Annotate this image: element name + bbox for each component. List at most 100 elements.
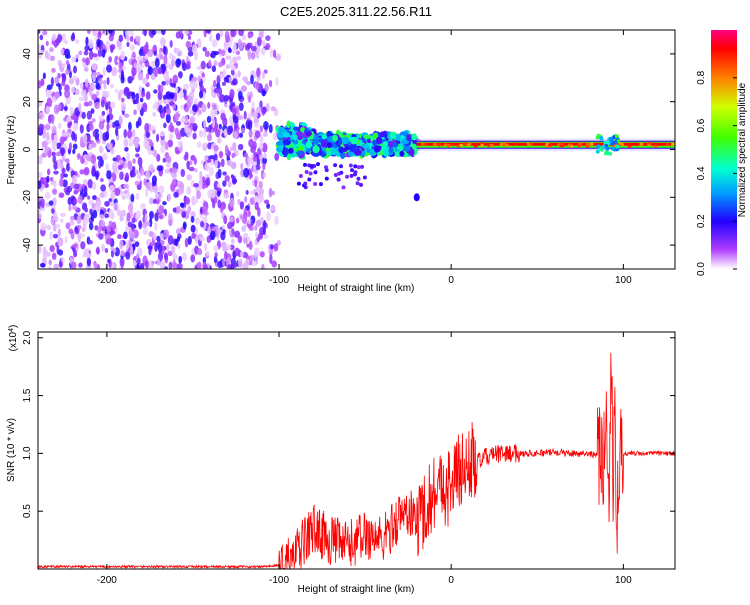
- snr-y-label: SNR (10 * v/v): [6, 418, 17, 482]
- spectrogram-cell: [231, 152, 237, 158]
- spectrogram-cell: [145, 91, 151, 100]
- spectrogram-cell: [450, 143, 455, 147]
- spectrogram-cell: [41, 140, 48, 148]
- spectrogram-cell: [115, 127, 119, 137]
- spectrogram-cell: [311, 151, 320, 157]
- spectrogram-cell: [78, 102, 82, 112]
- spectrogram-cell: [247, 210, 251, 218]
- spectrogram-cell: [620, 143, 625, 147]
- spectrogram-cell: [201, 216, 207, 221]
- spectrogram-cell: [123, 183, 129, 189]
- spectrogram-cell: [52, 188, 58, 195]
- spectrogram-cell: [44, 191, 51, 200]
- spectrogram-cell: [59, 177, 64, 187]
- spectrogram-cell: [595, 149, 600, 154]
- spectrogram-cell: [152, 129, 156, 135]
- spectrogram-cell: [87, 240, 93, 245]
- spectrogram-cell: [65, 222, 71, 230]
- spectrogram-cell: [212, 118, 216, 129]
- spectrogram-cell: [126, 41, 130, 47]
- spectrogram-cell: [221, 81, 226, 86]
- spectrogram-cell: [212, 199, 216, 209]
- spectrogram-cell: [42, 30, 48, 36]
- spectrogram-cell: [39, 34, 44, 41]
- spectrogram-cell: [98, 114, 105, 122]
- spectrogram-cell: [181, 62, 187, 72]
- spectrogram-cell: [390, 132, 396, 140]
- spectrogram-cell: [324, 165, 329, 170]
- spectrogram-cell: [121, 103, 127, 112]
- spectrogram-cell: [209, 33, 213, 43]
- spectrogram-cell: [269, 244, 274, 250]
- spectrogram-cell: [126, 212, 131, 222]
- spectrogram-cell: [124, 172, 130, 183]
- spectrogram-cell: [154, 212, 159, 222]
- spectrogram-cell: [38, 180, 42, 190]
- spectrogram-cell: [151, 60, 156, 68]
- spectrogram-cell: [64, 40, 68, 45]
- spectrogram-cell: [305, 140, 313, 149]
- spectrogram-cell: [118, 159, 124, 165]
- spectrogram-cell: [156, 258, 161, 266]
- spectrogram-cell: [274, 152, 280, 161]
- snr-marks: [38, 352, 675, 569]
- spectrogram-cell: [184, 30, 190, 35]
- spectrogram-cell: [73, 116, 79, 122]
- spectrogram-cell: [256, 81, 260, 90]
- spectrogram-cell: [38, 30, 41, 35]
- spectrogram-cell: [173, 191, 179, 198]
- spectrogram-cell: [123, 128, 128, 139]
- spectrogram-cell: [130, 170, 136, 178]
- spectrogram-cell: [229, 35, 233, 44]
- spectrogram-cell: [187, 46, 193, 52]
- spectrogram-cell: [76, 215, 82, 225]
- spectrogram-cell: [96, 90, 100, 97]
- spectrogram-cell: [120, 249, 125, 257]
- spectrogram-cell: [72, 143, 78, 150]
- spectrogram-cell: [92, 181, 97, 191]
- spectrogram-cell: [199, 84, 205, 92]
- spectrogram-cell: [81, 57, 86, 63]
- spectrogram-cell: [106, 64, 113, 73]
- spectrogram-cell: [197, 248, 203, 256]
- spectrogram-cell: [99, 214, 105, 219]
- spectrogram-cell: [89, 208, 93, 215]
- spectrogram-cell: [129, 35, 134, 42]
- spectrogram-cell: [192, 197, 199, 205]
- spectrogram-cell: [106, 225, 111, 232]
- spectrogram-cell: [52, 197, 57, 207]
- spectrogram-cell: [226, 159, 232, 167]
- spectrogram-cell: [341, 185, 346, 190]
- spectrogram-cell: [104, 247, 109, 254]
- spectrogram-cell: [127, 221, 133, 228]
- colorbar-tick-label: 0.0: [696, 262, 707, 276]
- spectrogram-cell: [176, 236, 181, 242]
- spectrogram-cell: [95, 71, 101, 76]
- spectrogram-cell: [179, 202, 185, 208]
- spectrogram-cell: [147, 66, 154, 76]
- spectrogram-cell: [46, 84, 53, 91]
- spectrogram-cell: [40, 176, 45, 183]
- spectrogram-cell: [152, 111, 156, 117]
- spectrogram-cell: [229, 233, 236, 238]
- spectrogram-cell: [108, 56, 113, 63]
- spectrogram-cell: [133, 109, 137, 116]
- spectrogram-cell: [263, 69, 268, 74]
- spectrogram-cell: [158, 104, 163, 114]
- spectrogram-cell: [529, 142, 534, 146]
- spectrogram-cell: [163, 229, 170, 239]
- spectrogram-cell: [109, 119, 113, 128]
- spectrogram-cell: [653, 144, 658, 148]
- spectrogram-cell: [75, 39, 80, 44]
- spectrogram-cell: [95, 172, 99, 181]
- spectrogram-cell: [230, 30, 236, 38]
- spectrogram-cell: [238, 143, 244, 151]
- spectrogram-cell: [194, 51, 198, 61]
- spectrogram-cell: [268, 187, 273, 198]
- spectrogram-cell: [46, 175, 50, 183]
- spectrogram-cell: [192, 104, 198, 112]
- spectrogram-cell: [296, 181, 301, 186]
- spectrogram-cell: [559, 142, 564, 146]
- spectrogram-cell: [615, 144, 620, 149]
- spectrogram-cell: [113, 203, 118, 211]
